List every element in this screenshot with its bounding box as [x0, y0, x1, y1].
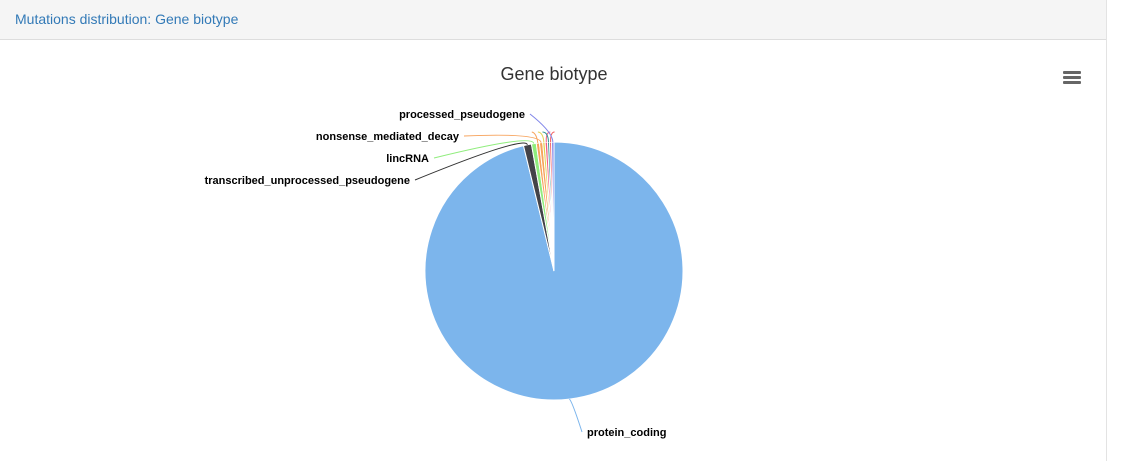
data-label-connector — [463, 134, 542, 143]
data-label: nonsense_mediated_decay — [316, 131, 460, 143]
chart-menu-button[interactable] — [1054, 64, 1090, 90]
panel-title-link[interactable]: Mutations distribution: Gene biotype — [15, 11, 239, 27]
panel-heading: Mutations distribution: Gene biotype — [0, 0, 1106, 40]
data-label-connector — [569, 398, 583, 433]
data-label-connector — [542, 131, 549, 143]
pie-slices — [424, 141, 684, 401]
data-label: lincRNA — [386, 153, 429, 165]
data-label: protein_coding — [587, 427, 666, 439]
chart-title: Gene biotype — [500, 64, 607, 84]
pie-chart: Gene biotype protein_coding transcribed_u… — [205, 64, 1090, 439]
pie-labels: protein_coding transcribed_unprocessed_ps… — [205, 109, 667, 439]
hamburger-menu-icon — [1063, 71, 1081, 84]
data-label-connector — [550, 131, 555, 143]
data-label-connector — [433, 140, 535, 159]
data-label-connector — [414, 142, 528, 181]
chart-container: Gene biotype protein_coding transcribed_u… — [0, 41, 1107, 461]
pie-connectors — [414, 113, 583, 433]
data-label-connector — [529, 113, 554, 143]
data-label: transcribed_unprocessed_pseudogene — [205, 175, 410, 187]
data-label-connector — [531, 131, 539, 144]
data-label-connector — [537, 131, 545, 143]
pie-slice[interactable] — [551, 141, 555, 272]
data-label: processed_pseudogene — [399, 109, 525, 121]
